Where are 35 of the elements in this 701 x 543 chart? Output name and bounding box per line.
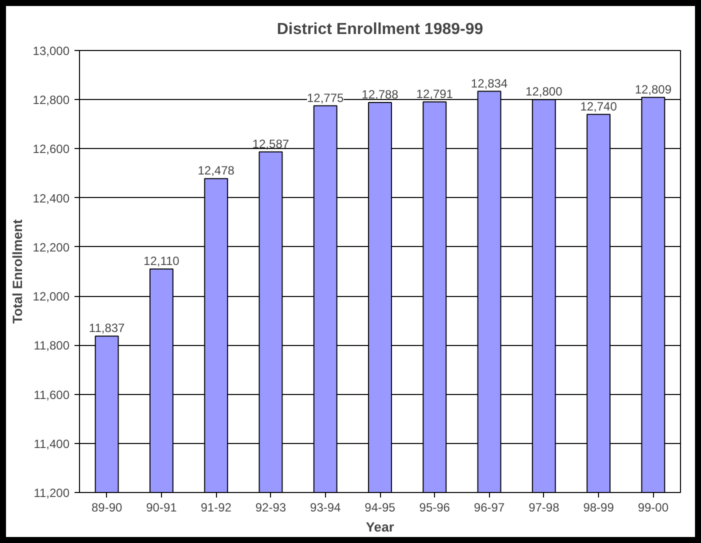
x-tick-label: 98-99 xyxy=(583,500,614,514)
y-tick-label: 12,600 xyxy=(32,142,70,156)
y-tick-label: 11,400 xyxy=(34,436,70,451)
data-label: 12,478 xyxy=(198,164,235,178)
data-label: 12,775 xyxy=(307,90,344,105)
data-label: 11,837 xyxy=(88,321,126,336)
x-tick-label: 97-98 xyxy=(528,500,560,514)
x-tick-label: 95-96 xyxy=(419,500,450,514)
y-tick-label: 12,800 xyxy=(32,93,70,108)
data-label: 12,788 xyxy=(362,88,399,102)
x-tick-label: 94-95 xyxy=(364,500,396,514)
x-tick-label: 93-94 xyxy=(310,500,342,514)
chart-title: District Enrollment 1989-99 xyxy=(276,21,484,38)
data-label: 12,809 xyxy=(634,82,672,96)
y-tick-label: 12,000 xyxy=(32,290,70,304)
data-label: 12,834 xyxy=(470,76,508,90)
x-axis-title: Year xyxy=(366,520,394,534)
x-tick-label: 91-92 xyxy=(200,500,232,514)
data-label: 12,110 xyxy=(144,254,180,268)
data-label: 12,800 xyxy=(526,84,563,99)
y-axis-title: Total Enrollment xyxy=(10,218,25,324)
data-label: 12,740 xyxy=(580,99,618,114)
x-tick-label: 96-97 xyxy=(474,500,505,514)
x-tick-label: 89-90 xyxy=(91,500,122,514)
y-tick-label: 12,200 xyxy=(32,240,70,254)
y-tick-label: 11,800 xyxy=(34,338,70,353)
y-tick-label: 11,200 xyxy=(34,486,70,500)
x-tick-label: 99-00 xyxy=(638,500,669,514)
y-tick-label: 13,000 xyxy=(32,44,70,58)
y-tick-label: 11,600 xyxy=(34,388,70,402)
y-tick-label: 12,400 xyxy=(32,191,70,206)
data-label: 12,791 xyxy=(416,86,454,101)
data-label: 12,587 xyxy=(252,136,290,151)
x-tick-label: 90-91 xyxy=(146,500,178,514)
x-tick-label: 92-93 xyxy=(255,500,286,514)
